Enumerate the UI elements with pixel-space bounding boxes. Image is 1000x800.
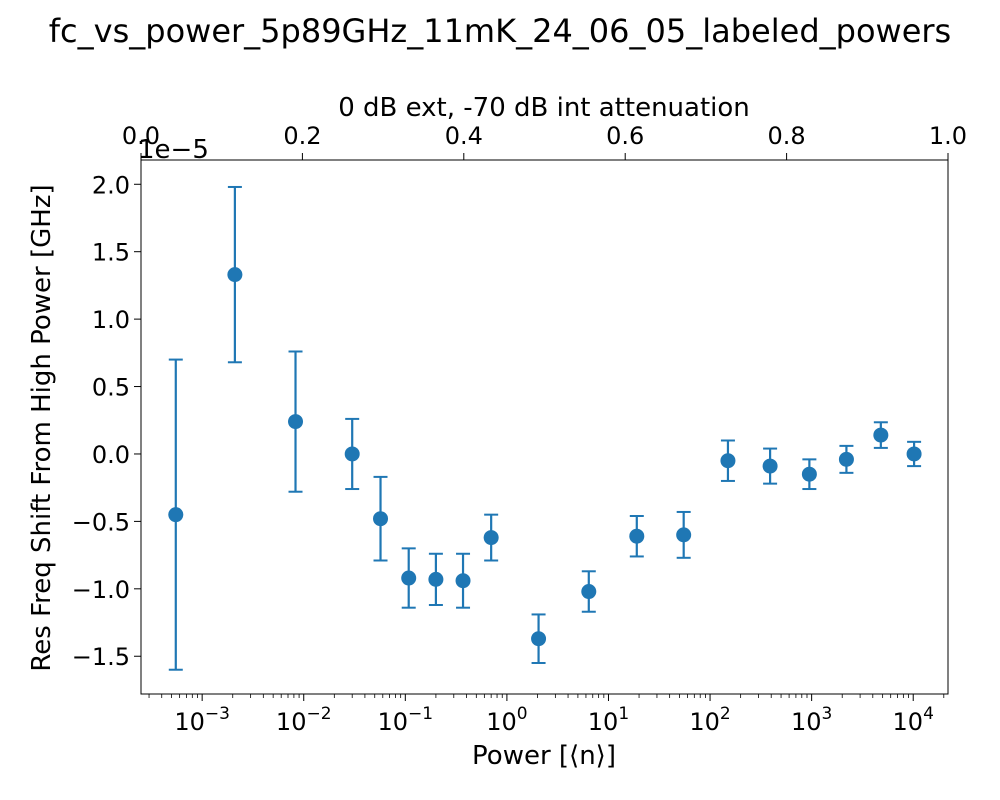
x-tick-label: 104 <box>893 704 934 736</box>
y-tick-label: 0.5 <box>92 374 130 402</box>
x-tick-label: 101 <box>588 704 629 736</box>
data-point <box>455 573 471 589</box>
y-tick-label: 1.5 <box>92 239 130 267</box>
top-tick-label: 0.8 <box>768 122 806 150</box>
top-tick-label: 0.0 <box>122 122 160 150</box>
y-tick-label: −1.0 <box>72 576 130 604</box>
data-point <box>373 511 389 527</box>
data-point <box>344 446 360 462</box>
data-point <box>676 527 692 543</box>
x-tick-label: 103 <box>791 704 832 736</box>
data-point <box>401 570 417 586</box>
top-tick-label: 1.0 <box>929 122 967 150</box>
data-point <box>531 631 547 647</box>
x-tick-label: 10−3 <box>174 704 230 736</box>
data-point <box>720 453 736 469</box>
data-point <box>762 458 778 474</box>
top-tick-label: 0.4 <box>445 122 483 150</box>
x-axis-label: Power [⟨n⟩] <box>472 741 616 771</box>
data-point <box>581 584 597 600</box>
x-tick-label: 102 <box>689 704 730 736</box>
data-point <box>168 507 184 523</box>
secondary-x-axis-label: 0 dB ext, -70 dB int attenuation <box>338 93 750 123</box>
top-tick-label: 0.6 <box>606 122 644 150</box>
y-tick-label: −1.5 <box>72 643 130 671</box>
y-tick-label: 1.0 <box>92 306 130 334</box>
x-tick-label: 10−2 <box>276 704 332 736</box>
data-point <box>288 414 304 430</box>
data-point <box>227 267 243 283</box>
data-point <box>838 451 854 467</box>
x-tick-label: 100 <box>486 704 527 736</box>
x-tick-label: 10−1 <box>378 704 434 736</box>
data-point <box>629 528 645 544</box>
top-tick-label: 0.2 <box>283 122 321 150</box>
data-point <box>801 466 817 482</box>
y-tick-label: 2.0 <box>92 171 130 199</box>
data-point <box>906 446 922 462</box>
data-point <box>873 427 889 443</box>
data-point <box>428 571 444 587</box>
plot-frame <box>140 159 949 695</box>
y-tick-label: −0.5 <box>72 508 130 536</box>
chart-title: fc_vs_power_5p89GHz_11mK_24_06_05_labele… <box>49 12 951 50</box>
y-tick-label: 0.0 <box>92 441 130 469</box>
data-point <box>483 530 499 546</box>
y-axis-label: Res Freq Shift From High Power [GHz] <box>27 184 57 671</box>
